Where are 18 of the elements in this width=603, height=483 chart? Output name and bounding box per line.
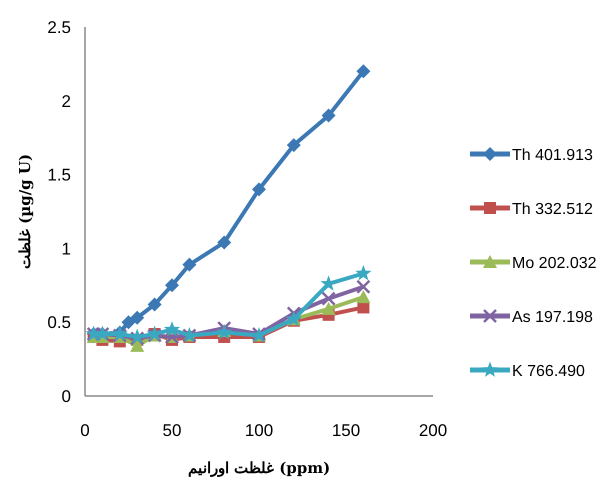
- y-tick-label: 1.5: [47, 166, 71, 185]
- legend-label: As 197.198: [512, 309, 594, 326]
- x-tick-label: 100: [244, 421, 274, 440]
- legend-label: Mo 202.032: [512, 255, 597, 272]
- y-tick-label: 2.5: [47, 18, 71, 37]
- legend-label: K 766.490: [512, 363, 586, 380]
- y-axis-title: غلظت (µg/g U): [16, 154, 34, 270]
- legend-label: Th 332.512: [512, 201, 594, 218]
- x-tick-label: 200: [418, 421, 448, 440]
- legend-label: Th 401.913: [512, 147, 594, 164]
- y-tick-label: 0.5: [47, 313, 71, 332]
- x-axis-title: غلظت اورانیم (ppm): [188, 459, 330, 477]
- x-tick-label: 150: [332, 421, 360, 440]
- x-tick-label: 50: [162, 421, 182, 440]
- y-tick-label: 0: [62, 387, 71, 406]
- y-tick-label: 1: [62, 239, 71, 258]
- y-tick-label: 2: [62, 92, 71, 111]
- x-tick-label: 0: [80, 421, 90, 440]
